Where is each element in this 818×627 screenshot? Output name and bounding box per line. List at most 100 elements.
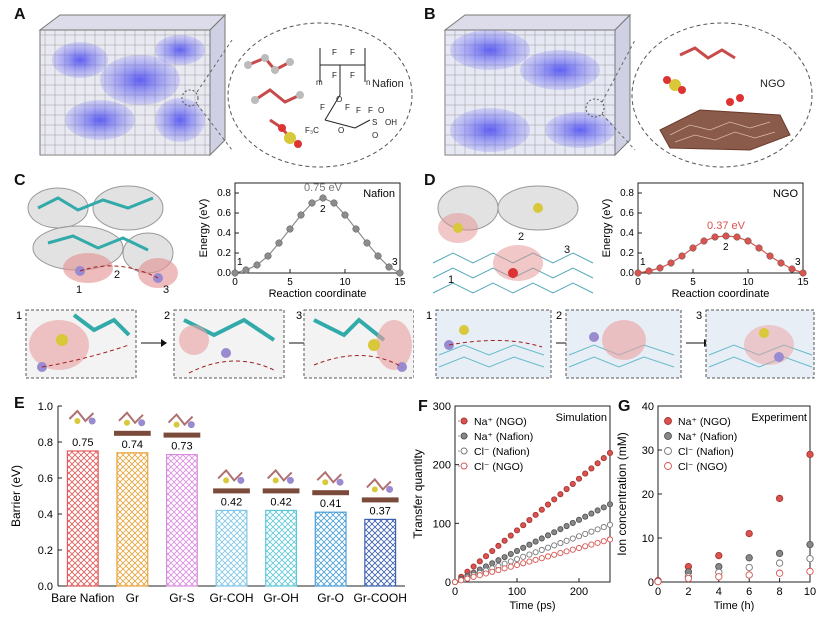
legend-entry: Na⁺ (Nafion) — [678, 431, 737, 443]
data-point — [557, 526, 564, 533]
sulfur-atom-icon — [74, 418, 81, 424]
data-point — [588, 465, 595, 472]
graphene-substrate-icon — [163, 432, 201, 438]
bar-value-label: 0.74 — [122, 439, 143, 451]
data-point — [544, 553, 552, 560]
graphene-oxide-sheet — [659, 109, 791, 151]
category-label: Gr — [126, 591, 139, 605]
ngo-inset: NGO — [631, 22, 813, 168]
data-point — [374, 252, 382, 260]
data-point — [664, 417, 672, 425]
nafion-formula: F F F F m n O F F F₃C O F F S O OH O — [305, 48, 397, 140]
panel-d-molecule: 1 2 3 — [432, 185, 594, 294]
data-point — [594, 539, 601, 546]
data-point — [458, 577, 465, 584]
step-label: 2 — [320, 204, 326, 215]
svg-text:F: F — [332, 48, 337, 57]
data-point — [532, 556, 539, 563]
data-point — [551, 496, 558, 503]
data-point — [600, 504, 607, 511]
sodium-ion-icon — [138, 419, 146, 427]
data-point — [806, 450, 814, 459]
value-label-bg — [317, 496, 345, 511]
data-point — [645, 267, 653, 275]
y-axis-label: Transfer quantity — [411, 449, 425, 539]
graphene-substrate-icon — [312, 490, 350, 496]
legend-title: Experiment — [751, 412, 807, 424]
data-point — [575, 516, 583, 523]
data-point — [532, 549, 539, 556]
x-tick-label: 8 — [777, 586, 783, 598]
plot-frame — [234, 182, 401, 274]
bar-value-label: 0.73 — [171, 441, 192, 453]
panel-label-f: F — [418, 398, 428, 415]
y-tick-label: 0.4 — [217, 228, 231, 239]
data-point — [538, 506, 545, 513]
x-tick-label: 0 — [232, 277, 238, 288]
data-point — [664, 447, 672, 455]
graphene-substrate-icon — [361, 497, 399, 503]
panel-label-g: G — [618, 398, 631, 415]
data-point — [600, 538, 607, 545]
bar-value-label: 0.75 — [72, 437, 93, 449]
panel-b-figure: NGO — [443, 13, 813, 168]
value-label-bg — [118, 436, 146, 451]
data-point — [745, 571, 753, 579]
category-label: Bare Nafion — [51, 591, 114, 605]
y-axis-label: Energy (eV) — [198, 199, 210, 258]
data-point — [667, 259, 675, 267]
series-line — [234, 197, 401, 274]
data-point — [526, 551, 533, 558]
data-point — [264, 252, 272, 260]
snapshot-d-2: 2 — [556, 309, 682, 379]
y-tick-label: 1.0 — [38, 401, 53, 413]
data-point — [544, 501, 552, 508]
molecule-icon — [68, 409, 95, 423]
data-point — [520, 544, 527, 551]
sodium-ion-icon — [237, 476, 245, 484]
y-tick-label: 100 — [433, 518, 451, 530]
svg-text:O: O — [372, 131, 378, 140]
panel-label-e: E — [14, 395, 25, 412]
panel-d-snapshots: 1 2 3 — [426, 309, 815, 379]
data-point — [563, 537, 570, 544]
x-tick-label: 10 — [742, 277, 754, 288]
bar-value-label: 0.42 — [270, 496, 291, 508]
y-tick-label: 0 — [648, 577, 654, 589]
panel-label-d: D — [424, 172, 436, 189]
data-point — [460, 432, 468, 440]
bar — [265, 509, 298, 587]
y-tick-label: 30 — [642, 445, 654, 457]
data-point — [501, 565, 508, 572]
x-axis-label: Reaction coordinate — [269, 288, 367, 300]
svg-text:F: F — [332, 71, 337, 80]
data-point — [507, 550, 514, 558]
molecule-icon — [266, 468, 293, 482]
value-label-bg — [218, 494, 245, 509]
barrier-bar-chart: 0.0 0.2 0.4 0.6 0.8 1.0 Barrier (eV) 0.75 Bare N… — [9, 401, 407, 605]
data-point — [755, 244, 763, 252]
x-tick-label: 5 — [690, 277, 696, 288]
series-line — [637, 235, 804, 274]
sulfur-atom-icon — [223, 477, 230, 484]
bar — [165, 453, 198, 587]
data-point — [538, 555, 545, 562]
svg-text:3: 3 — [163, 284, 169, 296]
molecule-icon — [217, 468, 243, 482]
energy-chart-nafion: 0.0 0.2 0.4 0.6 0.8 0 5 10 15 Reaction coordinate… — [198, 182, 406, 300]
svg-text:3: 3 — [696, 310, 702, 322]
value-label-bg — [69, 435, 97, 449]
svg-text:F₃C: F₃C — [305, 126, 319, 135]
data-point — [297, 211, 305, 219]
data-point — [575, 475, 583, 482]
snapshot-2: 2 — [164, 309, 285, 379]
data-point — [489, 547, 496, 555]
x-tick-label: 5 — [287, 277, 293, 288]
data-point — [799, 269, 807, 277]
data-point — [582, 543, 589, 550]
y-tick-label: 0.4 — [38, 509, 53, 521]
data-point — [569, 480, 576, 487]
data-point — [526, 541, 533, 548]
sodium-ion-icon — [187, 421, 195, 429]
y-tick-label: 0.0 — [217, 268, 231, 279]
